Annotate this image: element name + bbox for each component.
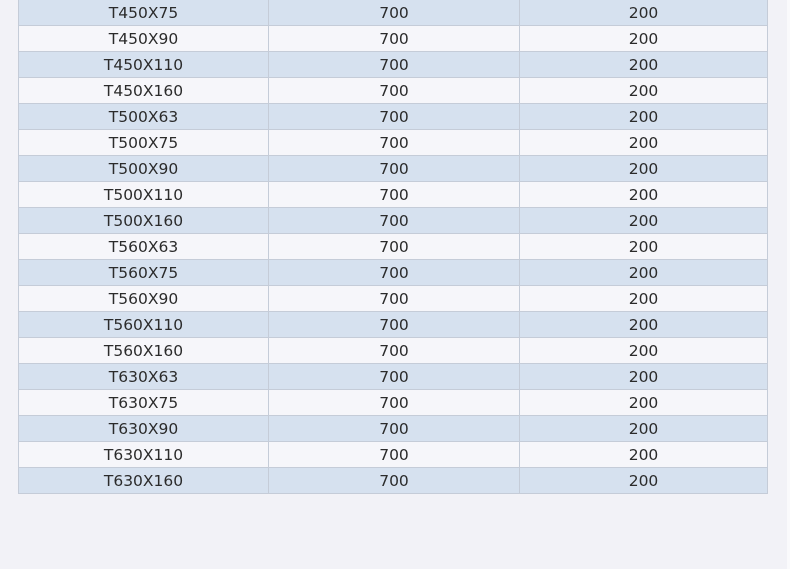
table-body: T450X75 700 200 T450X90 700 200 T450X110 700 200…: [18, 0, 768, 494]
table-cell-col2: 700: [268, 51, 520, 78]
table-row: T450X160 700 200: [18, 77, 768, 104]
table-cell-col3: 200: [519, 285, 768, 312]
table-cell-col1: T500X63: [18, 103, 269, 130]
table-cell-col3: 200: [519, 259, 768, 286]
table-row: T500X63 700 200: [18, 103, 768, 130]
table-cell-col3: 200: [519, 233, 768, 260]
table-cell-col3: 200: [519, 0, 768, 26]
table-row: T450X90 700 200: [18, 25, 768, 52]
table-cell-col1: T450X90: [18, 25, 269, 52]
table-cell-col3: 200: [519, 207, 768, 234]
table-cell-col2: 700: [268, 103, 520, 130]
table-row: T630X90 700 200: [18, 415, 768, 442]
table-row: T630X63 700 200: [18, 363, 768, 390]
table-row: T450X75 700 200: [18, 0, 768, 26]
table-cell-col3: 200: [519, 415, 768, 442]
table-cell-col2: 700: [268, 415, 520, 442]
table-cell-col2: 700: [268, 467, 520, 494]
table-cell-col3: 200: [519, 363, 768, 390]
table-row: T630X110 700 200: [18, 441, 768, 468]
table-cell-col3: 200: [519, 103, 768, 130]
table-cell-col1: T560X110: [18, 311, 269, 338]
table-cell-col3: 200: [519, 77, 768, 104]
table-row: T630X160 700 200: [18, 467, 768, 494]
table-cell-col2: 700: [268, 441, 520, 468]
table-cell-col1: T560X75: [18, 259, 269, 286]
table-cell-col2: 700: [268, 25, 520, 52]
table-cell-col2: 700: [268, 311, 520, 338]
table-cell-col3: 200: [519, 467, 768, 494]
table-row: T560X90 700 200: [18, 285, 768, 312]
table-cell-col2: 700: [268, 389, 520, 416]
table-cell-col2: 700: [268, 181, 520, 208]
table-cell-col3: 200: [519, 129, 768, 156]
table-cell-col1: T560X63: [18, 233, 269, 260]
table-cell-col3: 200: [519, 155, 768, 182]
table-cell-col3: 200: [519, 389, 768, 416]
table-cell-col3: 200: [519, 337, 768, 364]
table-cell-col3: 200: [519, 25, 768, 52]
table-row: T500X75 700 200: [18, 129, 768, 156]
table-cell-col3: 200: [519, 311, 768, 338]
table-row: T500X90 700 200: [18, 155, 768, 182]
table-row: T560X75 700 200: [18, 259, 768, 286]
table-cell-col1: T500X160: [18, 207, 269, 234]
table-cell-col2: 700: [268, 285, 520, 312]
table-row: T630X75 700 200: [18, 389, 768, 416]
table-cell-col1: T450X110: [18, 51, 269, 78]
table-cell-col2: 700: [268, 207, 520, 234]
table-cell-col1: T450X75: [18, 0, 269, 26]
table-cell-col1: T630X90: [18, 415, 269, 442]
page-edge: [787, 0, 790, 569]
table-cell-col3: 200: [519, 441, 768, 468]
table-cell-col2: 700: [268, 259, 520, 286]
table-row: T500X110 700 200: [18, 181, 768, 208]
table-cell-col2: 700: [268, 77, 520, 104]
table-cell-col1: T630X110: [18, 441, 269, 468]
table-cell-col1: T560X160: [18, 337, 269, 364]
table-cell-col2: 700: [268, 155, 520, 182]
table-cell-col1: T500X75: [18, 129, 269, 156]
table-cell-col1: T630X160: [18, 467, 269, 494]
table-cell-col2: 700: [268, 129, 520, 156]
table-row: T560X110 700 200: [18, 311, 768, 338]
table-row: T560X63 700 200: [18, 233, 768, 260]
table-cell-col3: 200: [519, 181, 768, 208]
table-row: T560X160 700 200: [18, 337, 768, 364]
table-cell-col1: T630X63: [18, 363, 269, 390]
table-cell-col1: T630X75: [18, 389, 269, 416]
table-cell-col2: 700: [268, 337, 520, 364]
table-cell-col3: 200: [519, 51, 768, 78]
table-cell-col2: 700: [268, 233, 520, 260]
table-cell-col1: T560X90: [18, 285, 269, 312]
data-table: T450X75 700 200 T450X90 700 200 T450X110 700 200…: [18, 0, 768, 494]
table-row: T500X160 700 200: [18, 207, 768, 234]
table-cell-col1: T500X110: [18, 181, 269, 208]
table-cell-col2: 700: [268, 0, 520, 26]
table-cell-col2: 700: [268, 363, 520, 390]
table-cell-col1: T450X160: [18, 77, 269, 104]
table-row: T450X110 700 200: [18, 51, 768, 78]
table-cell-col1: T500X90: [18, 155, 269, 182]
